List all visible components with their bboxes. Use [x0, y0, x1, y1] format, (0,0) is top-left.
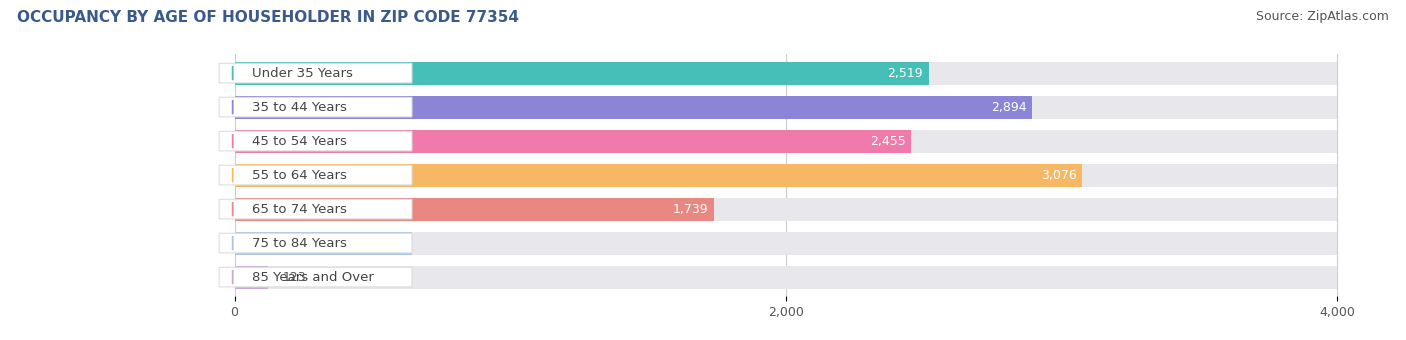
FancyBboxPatch shape [219, 63, 412, 83]
Text: 35 to 44 Years: 35 to 44 Years [252, 101, 347, 114]
Text: Source: ZipAtlas.com: Source: ZipAtlas.com [1256, 10, 1389, 23]
Text: 2,455: 2,455 [870, 135, 905, 148]
Text: 1,739: 1,739 [672, 203, 709, 216]
Bar [235, 232, 412, 255]
Bar [235, 232, 1337, 255]
Text: 45 to 54 Years: 45 to 54 Years [252, 135, 347, 148]
Text: OCCUPANCY BY AGE OF HOUSEHOLDER IN ZIP CODE 77354: OCCUPANCY BY AGE OF HOUSEHOLDER IN ZIP C… [17, 10, 519, 25]
Bar [235, 266, 269, 289]
Text: 65 to 74 Years: 65 to 74 Years [252, 203, 347, 216]
Text: 645: 645 [382, 237, 406, 250]
FancyBboxPatch shape [219, 97, 412, 117]
Text: 75 to 84 Years: 75 to 84 Years [252, 237, 347, 250]
Bar [235, 62, 1337, 85]
FancyBboxPatch shape [219, 233, 412, 253]
Text: 2,519: 2,519 [887, 67, 924, 80]
Bar [235, 198, 714, 221]
Text: 55 to 64 Years: 55 to 64 Years [252, 169, 347, 182]
FancyBboxPatch shape [219, 199, 412, 219]
Bar [235, 130, 911, 153]
Bar [235, 164, 1337, 187]
FancyBboxPatch shape [219, 267, 412, 287]
Text: 123: 123 [283, 271, 307, 284]
Bar [235, 96, 1337, 119]
Bar [235, 62, 929, 85]
Text: Under 35 Years: Under 35 Years [252, 67, 353, 80]
Bar [235, 198, 1337, 221]
FancyBboxPatch shape [219, 131, 412, 151]
Bar [235, 130, 1337, 153]
Text: 85 Years and Over: 85 Years and Over [252, 271, 374, 284]
Bar [235, 164, 1083, 187]
Bar [235, 266, 1337, 289]
Bar [235, 96, 1032, 119]
Text: 2,894: 2,894 [991, 101, 1026, 114]
FancyBboxPatch shape [219, 165, 412, 185]
Text: 3,076: 3,076 [1040, 169, 1077, 182]
